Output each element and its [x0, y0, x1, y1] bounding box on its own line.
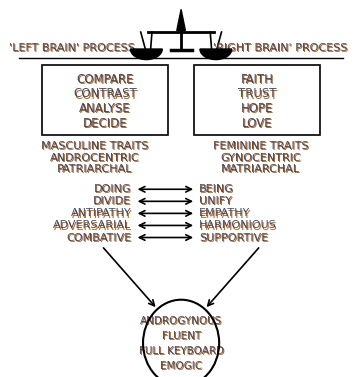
Text: LOVE: LOVE	[243, 118, 274, 131]
Text: FLUENT: FLUENT	[162, 331, 201, 340]
Text: FLUENT: FLUENT	[163, 332, 202, 342]
Text: ANDROGYNOUS: ANDROGYNOUS	[140, 316, 222, 325]
Text: FAITH: FAITH	[241, 73, 274, 86]
Text: MASCULINE TRAITS: MASCULINE TRAITS	[41, 141, 149, 151]
Text: DOING: DOING	[94, 184, 131, 194]
Text: LOVE: LOVE	[242, 117, 272, 130]
Text: MATRIARCHAL: MATRIARCHAL	[221, 164, 300, 174]
Text: MATRIARCHAL: MATRIARCHAL	[222, 166, 301, 175]
Text: EMPATHY: EMPATHY	[200, 210, 252, 219]
Text: FULL KEYBOARD: FULL KEYBOARD	[139, 346, 224, 356]
Text: HOPE: HOPE	[241, 102, 274, 115]
Text: DECIDE: DECIDE	[83, 117, 127, 130]
Text: EMPATHY: EMPATHY	[199, 208, 251, 218]
Text: SUPPORTIVE: SUPPORTIVE	[199, 233, 269, 242]
Text: DIVIDE: DIVIDE	[93, 196, 131, 206]
Text: MASCULINE TRAITS: MASCULINE TRAITS	[42, 142, 150, 152]
Text: TRUST: TRUST	[238, 87, 276, 101]
Polygon shape	[200, 49, 232, 60]
Text: SUPPORTIVE: SUPPORTIVE	[200, 234, 269, 244]
Text: FEMININE TRAITS: FEMININE TRAITS	[213, 141, 308, 151]
Text: FEMININE TRAITS: FEMININE TRAITS	[214, 142, 309, 152]
Text: ANDROCENTRIC: ANDROCENTRIC	[51, 154, 141, 164]
FancyBboxPatch shape	[194, 65, 320, 135]
Text: HOPE: HOPE	[242, 103, 274, 116]
Text: COMBATIVE: COMBATIVE	[67, 234, 132, 244]
Text: ANTIPATHY: ANTIPATHY	[71, 208, 131, 218]
Text: HARMONIOUS: HARMONIOUS	[200, 222, 278, 231]
Text: 'LEFT BRAIN' PROCESS: 'LEFT BRAIN' PROCESS	[10, 44, 136, 54]
Text: PATRIARCHAL: PATRIARCHAL	[58, 166, 134, 175]
Text: CONTRAST: CONTRAST	[73, 87, 137, 101]
Text: ANALYSE: ANALYSE	[79, 102, 131, 115]
Text: DIVIDE: DIVIDE	[94, 198, 132, 207]
Text: ANALYSE: ANALYSE	[80, 103, 132, 116]
Text: DOING: DOING	[95, 185, 132, 195]
Text: GYNOCENTRIC: GYNOCENTRIC	[220, 153, 301, 163]
Text: COMPARE: COMPARE	[76, 73, 134, 86]
Text: ANDROGYNOUS: ANDROGYNOUS	[141, 317, 223, 326]
Text: ANDROCENTRIC: ANDROCENTRIC	[50, 153, 140, 163]
Text: BEING: BEING	[200, 185, 235, 195]
FancyBboxPatch shape	[42, 65, 168, 135]
Text: ANTIPATHY: ANTIPATHY	[72, 210, 132, 219]
Text: EMOGIC: EMOGIC	[160, 361, 202, 371]
Text: COMBATIVE: COMBATIVE	[66, 233, 131, 242]
Text: FULL KEYBOARD: FULL KEYBOARD	[140, 347, 225, 357]
Polygon shape	[177, 9, 185, 31]
Text: UNIFY: UNIFY	[200, 198, 233, 207]
Text: 'RIGHT BRAIN' PROCESS: 'RIGHT BRAIN' PROCESS	[214, 44, 349, 54]
Text: COMPARE: COMPARE	[77, 74, 135, 87]
Text: ADVERSARIAL: ADVERSARIAL	[53, 221, 131, 230]
Text: DECIDE: DECIDE	[84, 118, 128, 131]
Text: GYNOCENTRIC: GYNOCENTRIC	[221, 154, 302, 164]
Text: TRUST: TRUST	[239, 89, 278, 102]
Text: EMOGIC: EMOGIC	[161, 362, 203, 372]
Text: HARMONIOUS: HARMONIOUS	[199, 221, 277, 230]
Text: UNIFY: UNIFY	[199, 196, 232, 206]
Text: CONTRAST: CONTRAST	[74, 89, 138, 102]
Text: 'RIGHT BRAIN' PROCESS: 'RIGHT BRAIN' PROCESS	[213, 43, 348, 53]
Text: ADVERSARIAL: ADVERSARIAL	[54, 222, 132, 231]
Text: BEING: BEING	[199, 184, 234, 194]
Text: FAITH: FAITH	[242, 74, 275, 87]
Text: PATRIARCHAL: PATRIARCHAL	[57, 164, 133, 174]
Text: 'LEFT BRAIN' PROCESS: 'LEFT BRAIN' PROCESS	[9, 43, 135, 53]
Polygon shape	[130, 49, 162, 60]
